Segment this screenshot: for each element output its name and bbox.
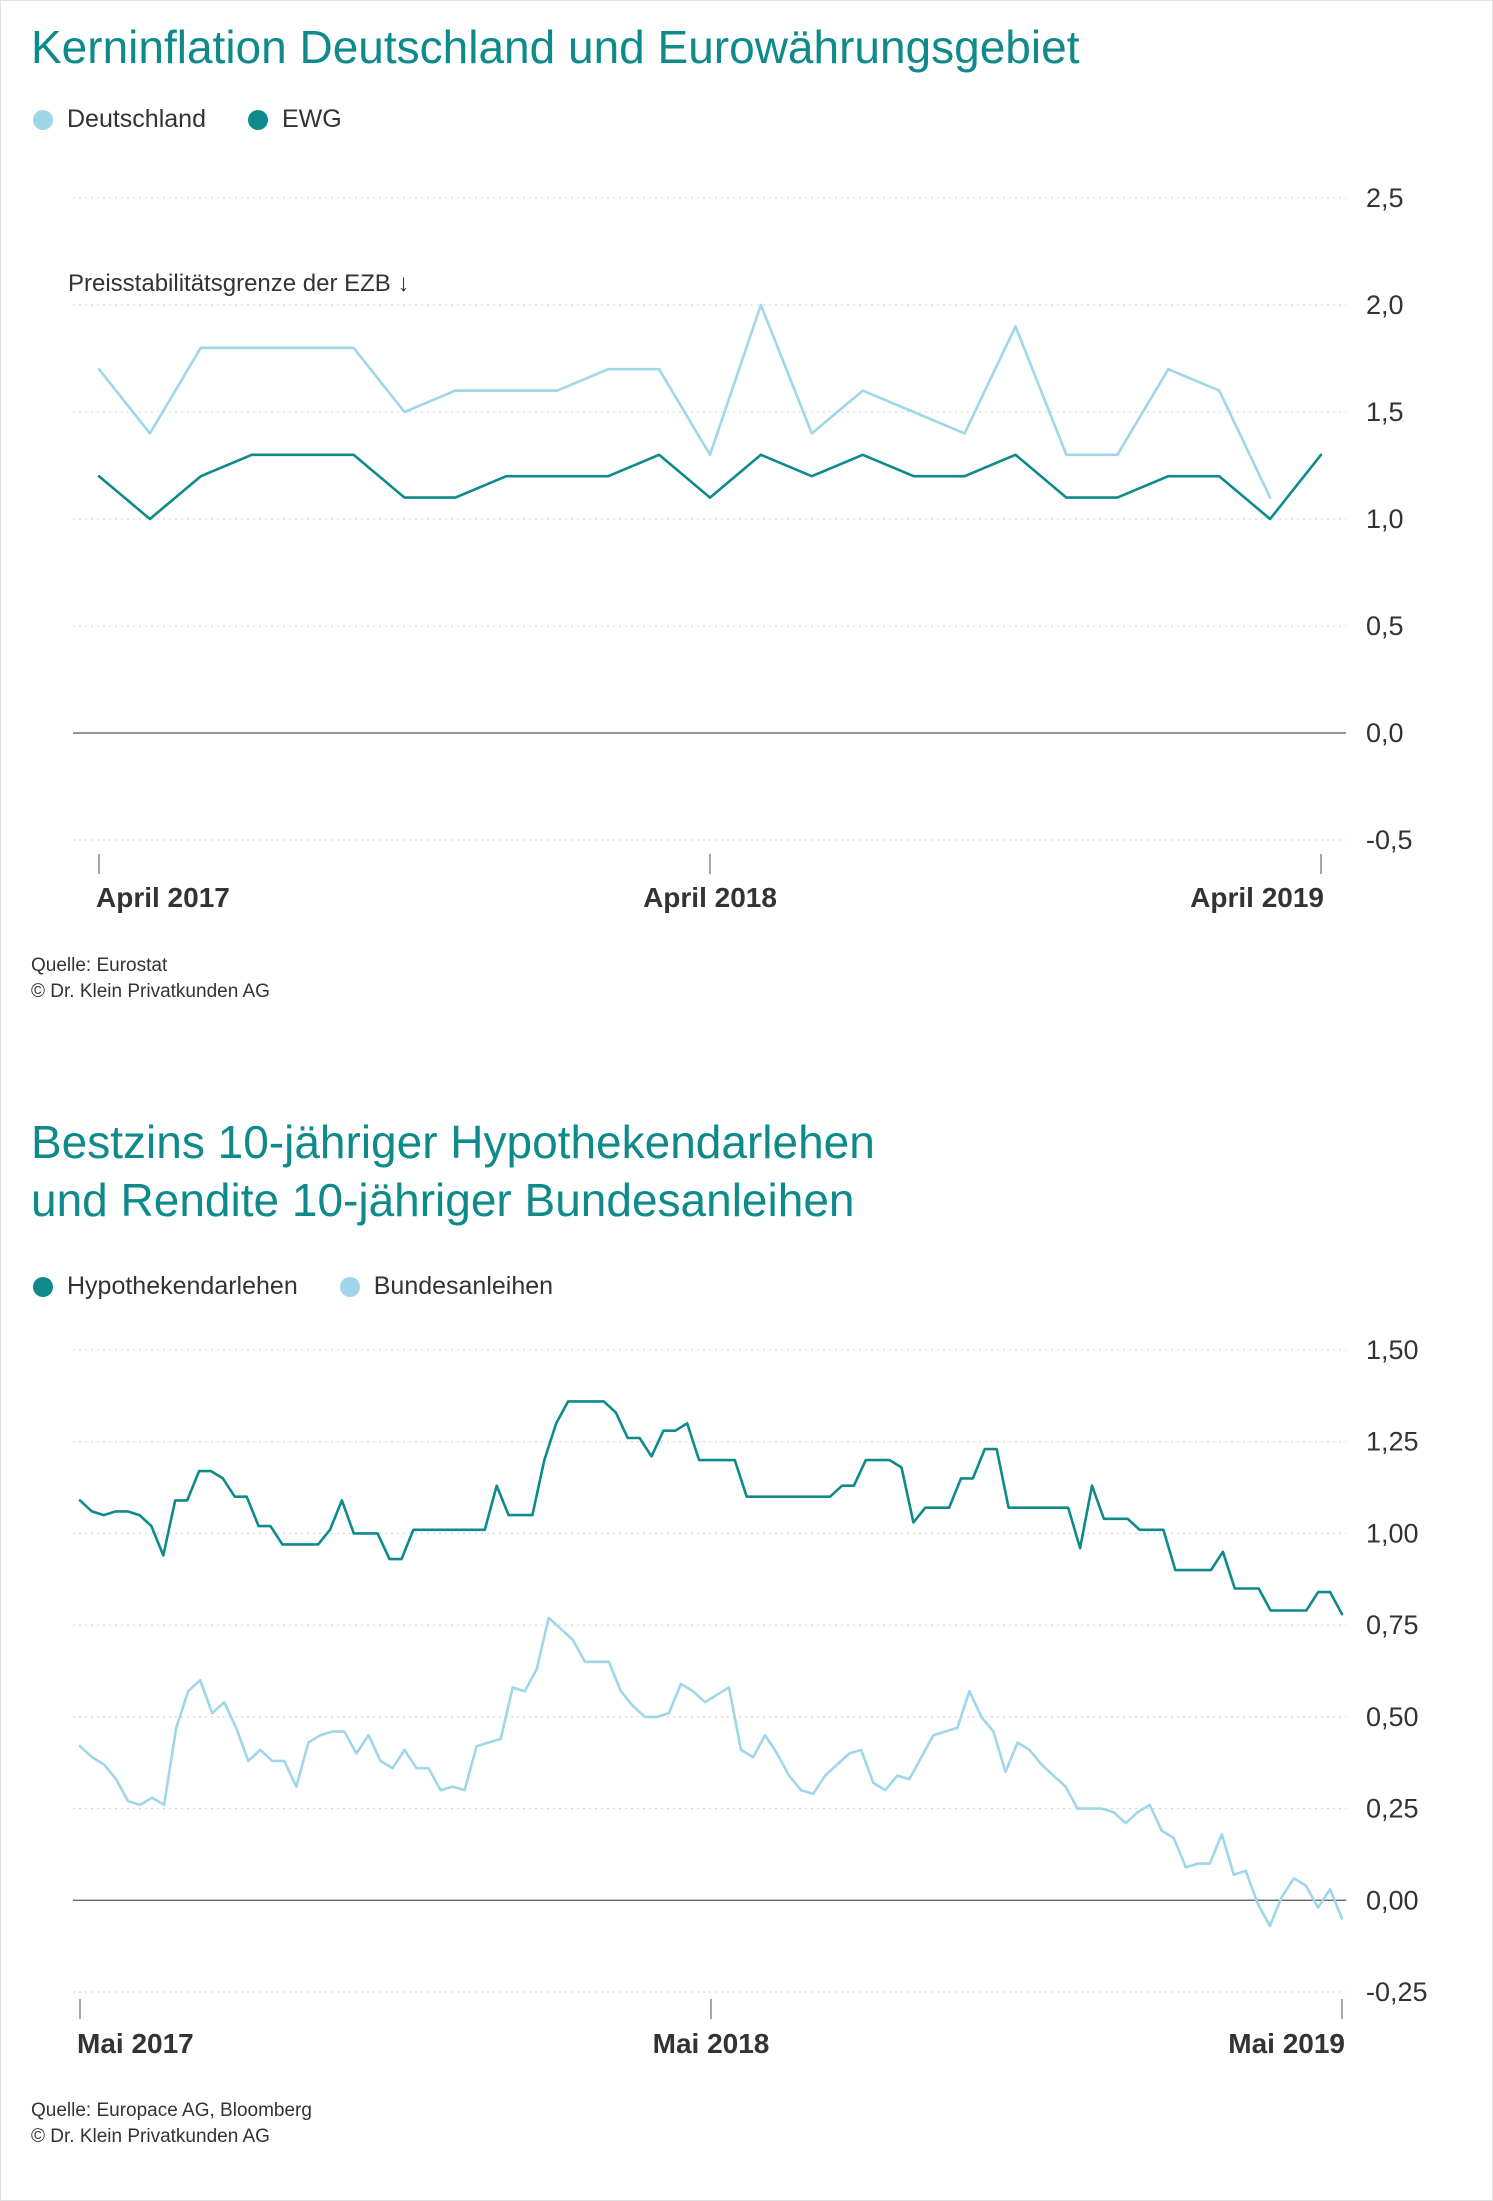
y-tick-label: 2,5 — [1366, 183, 1404, 213]
chart-2-plot: 1,50 1,25 1,00 0,75 0,50 0,25 0,00 -0,25 Mai 201… — [73, 1335, 1428, 2059]
chart-2-source-line: Quelle: Europace AG, Bloomberg — [31, 2100, 312, 2121]
y-tick-label: 1,25 — [1366, 1427, 1419, 1457]
chart-1-title: Kerninflation Deutschland und Eurowährun… — [31, 21, 1080, 73]
x-tick-label: Mai 2017 — [77, 2028, 194, 2059]
y-tick-label: 1,50 — [1366, 1335, 1419, 1365]
y-tick-label: -0,25 — [1366, 1977, 1428, 2007]
chart-2-source: Quelle: Europace AG, Bloomberg © Dr. Kle… — [31, 2098, 312, 2150]
y-tick-label: 0,0 — [1366, 718, 1404, 748]
chart-1-legend: Deutschland EWG — [33, 105, 342, 134]
chart-1-copyright-line: © Dr. Klein Privatkunden AG — [31, 981, 270, 1002]
x-tick-label: Mai 2018 — [653, 2028, 770, 2059]
x-tick-label: Mai 2019 — [1228, 2028, 1345, 2059]
legend-dot-deutschland — [33, 109, 53, 130]
legend-label-hypothekendarlehen: Hypothekendarlehen — [67, 1272, 298, 1300]
legend-label-bundesanleihen: Bundesanleihen — [373, 1272, 554, 1300]
chart-1-source: Quelle: Eurostat © Dr. Klein Privatkunde… — [31, 953, 270, 1005]
chart-1-plot: 2,5 2,0 1,5 1,0 0,5 0,0 -0,5 April 2017 April 20… — [68, 183, 1413, 913]
legend-label-ewg: EWG — [281, 105, 342, 133]
series-line-deutschland — [97, 303, 1272, 499]
legend-dot-hypothekendarlehen — [33, 1276, 53, 1297]
legend-label-deutschland: Deutschland — [67, 105, 206, 133]
series-line-ewg — [97, 453, 1323, 521]
chart-2-title-line-1: Bestzins 10-jähriger Hypothekendarlehen — [31, 1116, 875, 1168]
legend-dot-bundesanleihen — [339, 1276, 360, 1297]
ezb-annotation: Preisstabilitätsgrenze der EZB ↓ — [68, 270, 409, 297]
series-line-bundesanleihen — [78, 1616, 1344, 1928]
legend-item-hypothekendarlehen: Hypothekendarlehen — [33, 1272, 298, 1301]
y-tick-label: 2,0 — [1366, 290, 1404, 320]
x-tick-label: April 2017 — [96, 882, 230, 913]
legend-item-ewg: EWG — [247, 105, 342, 134]
y-tick-label: 1,00 — [1366, 1518, 1419, 1548]
chart-2-legend: Hypothekendarlehen Bundesanleihen — [33, 1272, 553, 1301]
chart-1-source-line: Quelle: Eurostat — [31, 955, 168, 976]
y-tick-label: 0,75 — [1366, 1610, 1419, 1640]
legend-dot-ewg — [247, 109, 268, 130]
y-tick-label: 0,00 — [1366, 1885, 1419, 1915]
y-tick-label: 0,5 — [1366, 611, 1404, 641]
y-tick-label: 1,0 — [1366, 504, 1404, 534]
y-tick-label: -0,5 — [1366, 825, 1413, 855]
chart-2-copyright-line: © Dr. Klein Privatkunden AG — [31, 2126, 270, 2147]
legend-item-bundesanleihen: Bundesanleihen — [339, 1272, 554, 1301]
x-tick-label: April 2018 — [643, 882, 777, 913]
y-tick-label: 0,25 — [1366, 1794, 1419, 1824]
chart-2-title-line-2: und Rendite 10-jähriger Bundesanleihen — [31, 1174, 855, 1226]
y-tick-label: 0,50 — [1366, 1702, 1419, 1732]
series-line-hypothekendarlehen — [78, 1400, 1344, 1616]
x-tick-label: April 2019 — [1190, 882, 1324, 913]
legend-item-deutschland: Deutschland — [33, 105, 206, 134]
y-tick-label: 1,5 — [1366, 397, 1404, 427]
